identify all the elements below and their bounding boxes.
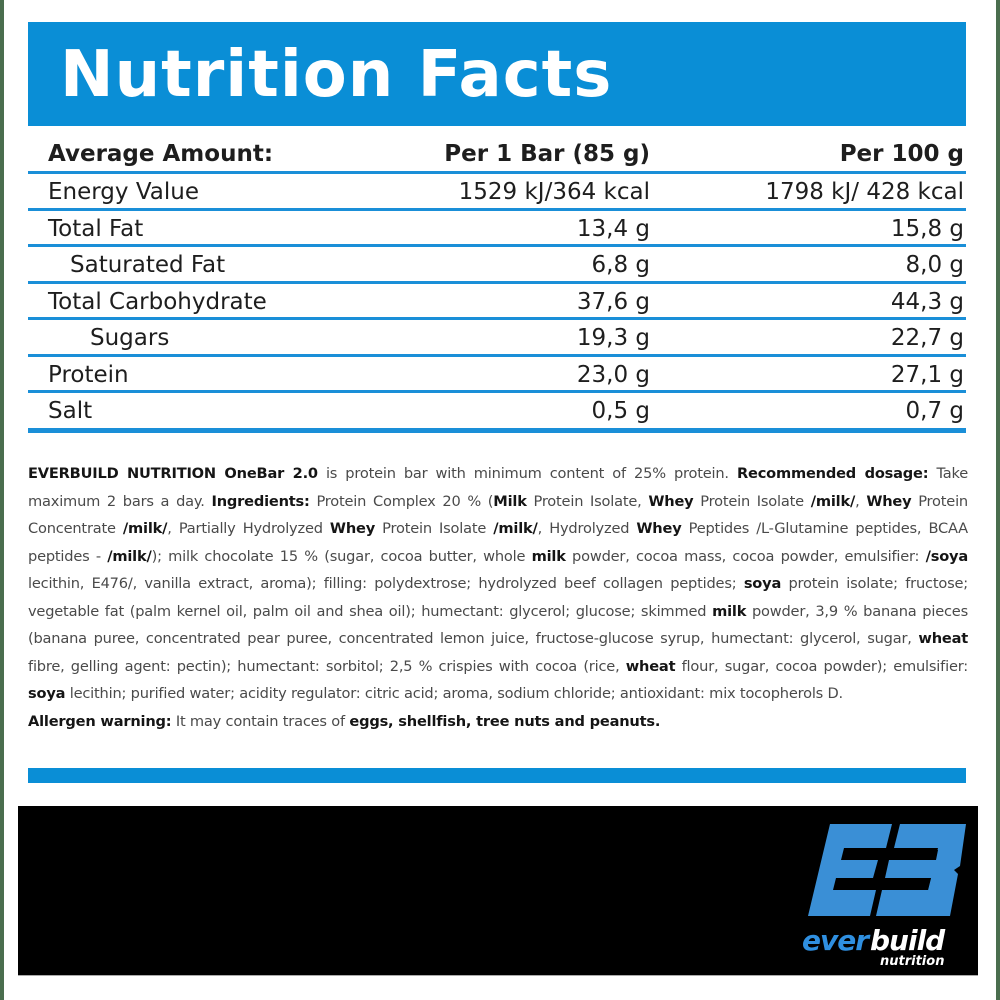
ingredient-allergen-highlight: /milk/ [107, 547, 152, 565]
row-label: Total Fat [48, 215, 144, 242]
table-row-total-carbohydrate: Total Carbohydrate 37,6 g 44,3 g [28, 284, 966, 320]
ingredient-allergen-highlight: /milk/ [810, 492, 856, 510]
ingredient-allergen-highlight: milk [531, 547, 566, 565]
row-value-per-bar: 37,6 g [576, 288, 650, 315]
bottom-accent-bar [28, 768, 966, 783]
ingredient-allergen-highlight: Whey [329, 520, 376, 537]
ingredient-text: flour, sugar, cocoa powder); emulsifier: [675, 657, 969, 675]
logo-text-build: build [870, 924, 945, 957]
table-row-sugars: Sugars 19,3 g 22,7 g [28, 320, 966, 357]
table-row-total-fat: Total Fat 13,4 g 15,8 g [28, 211, 966, 247]
table-row-protein: Protein 23,0 g 27,1 g [28, 357, 966, 393]
row-label: Sugars [90, 325, 170, 351]
allergen-label: Allergen warning: [28, 712, 172, 730]
row-value-per-100g: 27,1 g [890, 361, 964, 388]
row-value-per-bar: 6,8 g [591, 252, 651, 278]
ingredient-text: , Hydrolyzed [537, 520, 637, 537]
allergen-items: eggs, shellfish, tree nuts and peanuts. [349, 712, 661, 730]
right-edge-strip [996, 0, 1000, 1000]
ingredients-text: Protein Complex 20 % (Milk Protein Isola… [28, 493, 968, 703]
row-value-per-100g: 15,8 g [890, 215, 964, 242]
ingredient-allergen-highlight: wheat [625, 657, 676, 675]
ingredient-text: ); milk chocolate 15 % (sugar, cocoa but… [151, 547, 532, 565]
ingredient-allergen-highlight: Whey [648, 492, 694, 510]
product-description: EVERBUILD NUTRITION OneBar 2.0 is protei… [28, 460, 968, 735]
ingredient-text: lecithin, E476/, vanilla extract, aroma)… [28, 575, 744, 592]
row-label: Saturated Fat [70, 252, 226, 278]
ingredient-text: Protein Isolate [693, 492, 811, 510]
row-label: Energy Value [48, 179, 199, 205]
nutrition-table: Average Amount: Per 1 Bar (85 g) Per 100… [28, 134, 966, 433]
logo-text-nutrition: nutrition [880, 954, 945, 969]
ingredient-text: Protein Complex 20 % ( [309, 492, 494, 510]
row-value-per-100g: 0,7 g [905, 398, 965, 424]
ingredient-text: , [855, 492, 867, 510]
column-header-label: Average Amount: [48, 141, 274, 167]
ingredient-allergen-highlight: /milk/ [493, 520, 538, 537]
row-value-per-bar: 0,5 g [591, 398, 651, 424]
table-header-row: Average Amount: Per 1 Bar (85 g) Per 100… [28, 134, 966, 174]
product-name: EVERBUILD NUTRITION OneBar 2.0 [28, 465, 318, 482]
table-row-saturated-fat: Saturated Fat 6,8 g 8,0 g [28, 247, 966, 284]
intro-text: is protein bar with minimum content of 2… [317, 465, 737, 482]
eb-monogram-icon [808, 824, 966, 916]
ingredients-label: Ingredients: [211, 492, 310, 510]
ingredient-allergen-highlight: soya [28, 685, 66, 702]
row-value-per-bar: 19,3 g [576, 325, 650, 351]
ingredient-allergen-highlight: /milk/ [122, 520, 168, 537]
dosage-label: Recommended dosage: [736, 465, 929, 482]
row-value-per-100g: 22,7 g [890, 325, 964, 351]
ingredient-text: Protein Concentrate [28, 492, 968, 538]
everbuild-logo: ever build nutrition [788, 818, 978, 969]
ingredient-text: fibre, gelling agent: pectin); humectant… [28, 657, 626, 675]
allergen-text: It may contain traces of [171, 712, 350, 730]
ingredient-allergen-highlight: /soya [925, 547, 969, 565]
brand-panel: ever build nutrition [18, 806, 978, 976]
page-title: Nutrition Facts [60, 38, 613, 112]
ingredient-allergen-highlight: Whey [866, 492, 912, 510]
row-label: Total Carbohydrate [48, 288, 267, 315]
row-value-per-bar: 13,4 g [576, 215, 650, 242]
ingredient-allergen-highlight: soya [743, 575, 782, 592]
table-row-energy: Energy Value 1529 kJ/364 kcal 1798 kJ/ 4… [28, 174, 966, 211]
ingredient-text: lecithin; purified water; acidity regula… [65, 685, 843, 702]
logo-text-ever: ever [802, 924, 869, 957]
ingredient-allergen-highlight: milk [712, 602, 747, 620]
dosage-text: Take maximum 2 bars a day. [28, 465, 969, 510]
ingredient-text: protein isolate; fructose; vegetable fat… [28, 575, 968, 620]
column-header-per-100g: Per 100 g [839, 141, 964, 167]
ingredient-text: , Partially Hydrolyzed [167, 520, 330, 537]
left-edge-strip [0, 0, 4, 1000]
ingredient-allergen-highlight: Milk [493, 492, 527, 510]
row-value-per-100g: 44,3 g [890, 288, 964, 315]
ingredient-allergen-highlight: wheat [918, 630, 968, 647]
ingredient-text: powder, cocoa mass, cocoa powder, emulsi… [565, 547, 926, 565]
column-header-per-bar: Per 1 Bar (85 g) [444, 141, 650, 167]
row-value-per-bar: 23,0 g [576, 361, 650, 388]
row-value-per-100g: 1798 kJ/ 428 kcal [765, 179, 964, 205]
nutrition-facts-header: Nutrition Facts [28, 22, 966, 126]
ingredient-text: powder, 3,9 % banana pieces (banana pure… [28, 602, 968, 648]
row-label: Protein [48, 361, 129, 388]
ingredient-text: Protein Isolate, [526, 492, 649, 510]
row-label: Salt [48, 398, 93, 424]
table-row-salt: Salt 0,5 g 0,7 g [28, 393, 966, 433]
row-value-per-bar: 1529 kJ/364 kcal [458, 179, 650, 205]
ingredient-text: Peptides /L-Glutamine peptides, BCAA pep… [28, 520, 968, 565]
ingredient-text: Protein Isolate [375, 520, 494, 537]
row-value-per-100g: 8,0 g [905, 252, 965, 278]
ingredient-allergen-highlight: Whey [636, 520, 682, 537]
